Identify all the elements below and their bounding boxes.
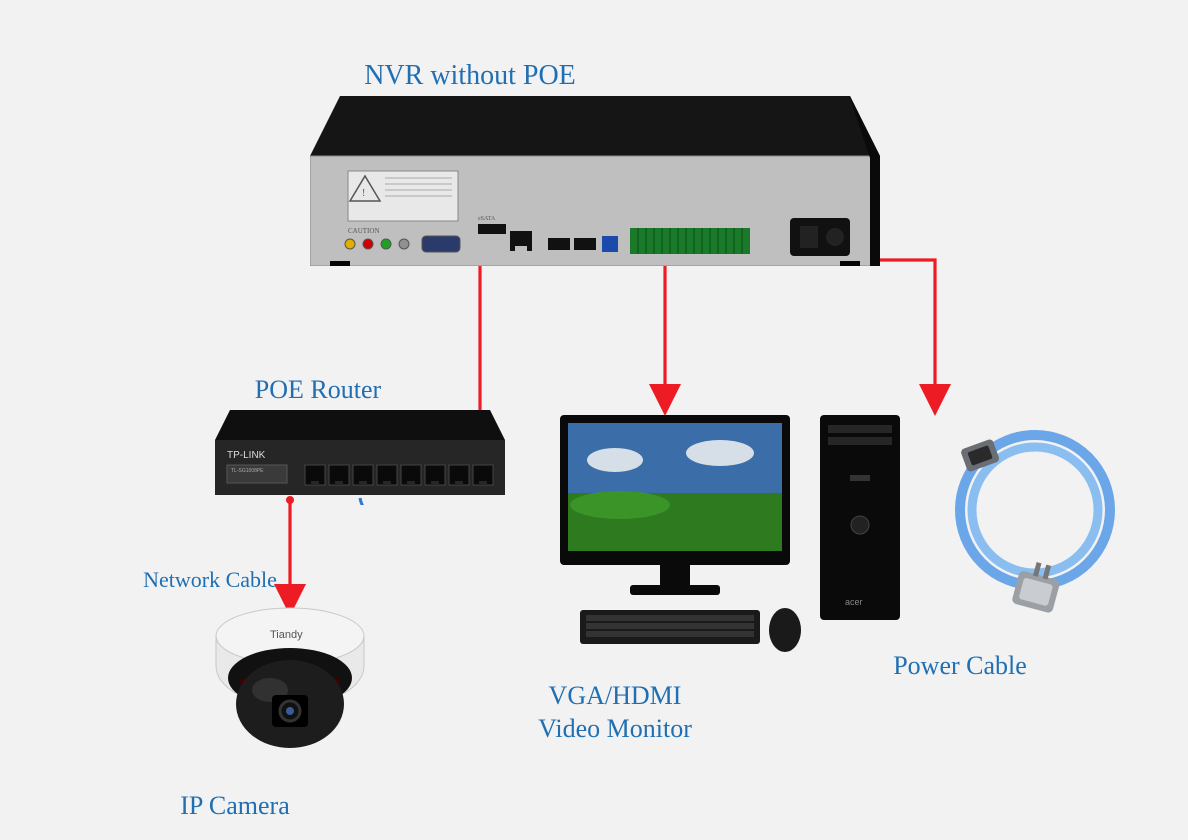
video-monitor-device <box>560 415 820 660</box>
ip-camera-label: IP Camera <box>180 790 290 823</box>
nvr-device: ! CAUTION eSATA <box>310 96 880 271</box>
pc-tower-device: acer <box>820 415 900 625</box>
svg-text:eSATA: eSATA <box>478 216 496 222</box>
video-monitor-label: VGA/HDMI Video Monitor <box>538 680 692 745</box>
svg-text:CAUTION: CAUTION <box>348 227 380 235</box>
svg-text:TL-SG1008PE: TL-SG1008PE <box>231 468 264 474</box>
svg-text:Tiandy: Tiandy <box>270 629 303 641</box>
network-cable-label: Network Cable <box>143 566 277 594</box>
nvr-label: NVR without POE <box>364 58 576 93</box>
power-cable-device <box>935 415 1135 630</box>
svg-text:acer: acer <box>845 597 863 607</box>
poe-router-device: TP-LINK TL-SG1008PE <box>215 410 505 510</box>
svg-text:TP-LINK: TP-LINK <box>227 450 266 461</box>
poe-router-label: POE Router <box>255 374 381 407</box>
svg-text:!: ! <box>362 188 365 199</box>
ip-camera-device: Tiandy <box>210 600 370 775</box>
power-cable-label: Power Cable <box>893 650 1027 683</box>
